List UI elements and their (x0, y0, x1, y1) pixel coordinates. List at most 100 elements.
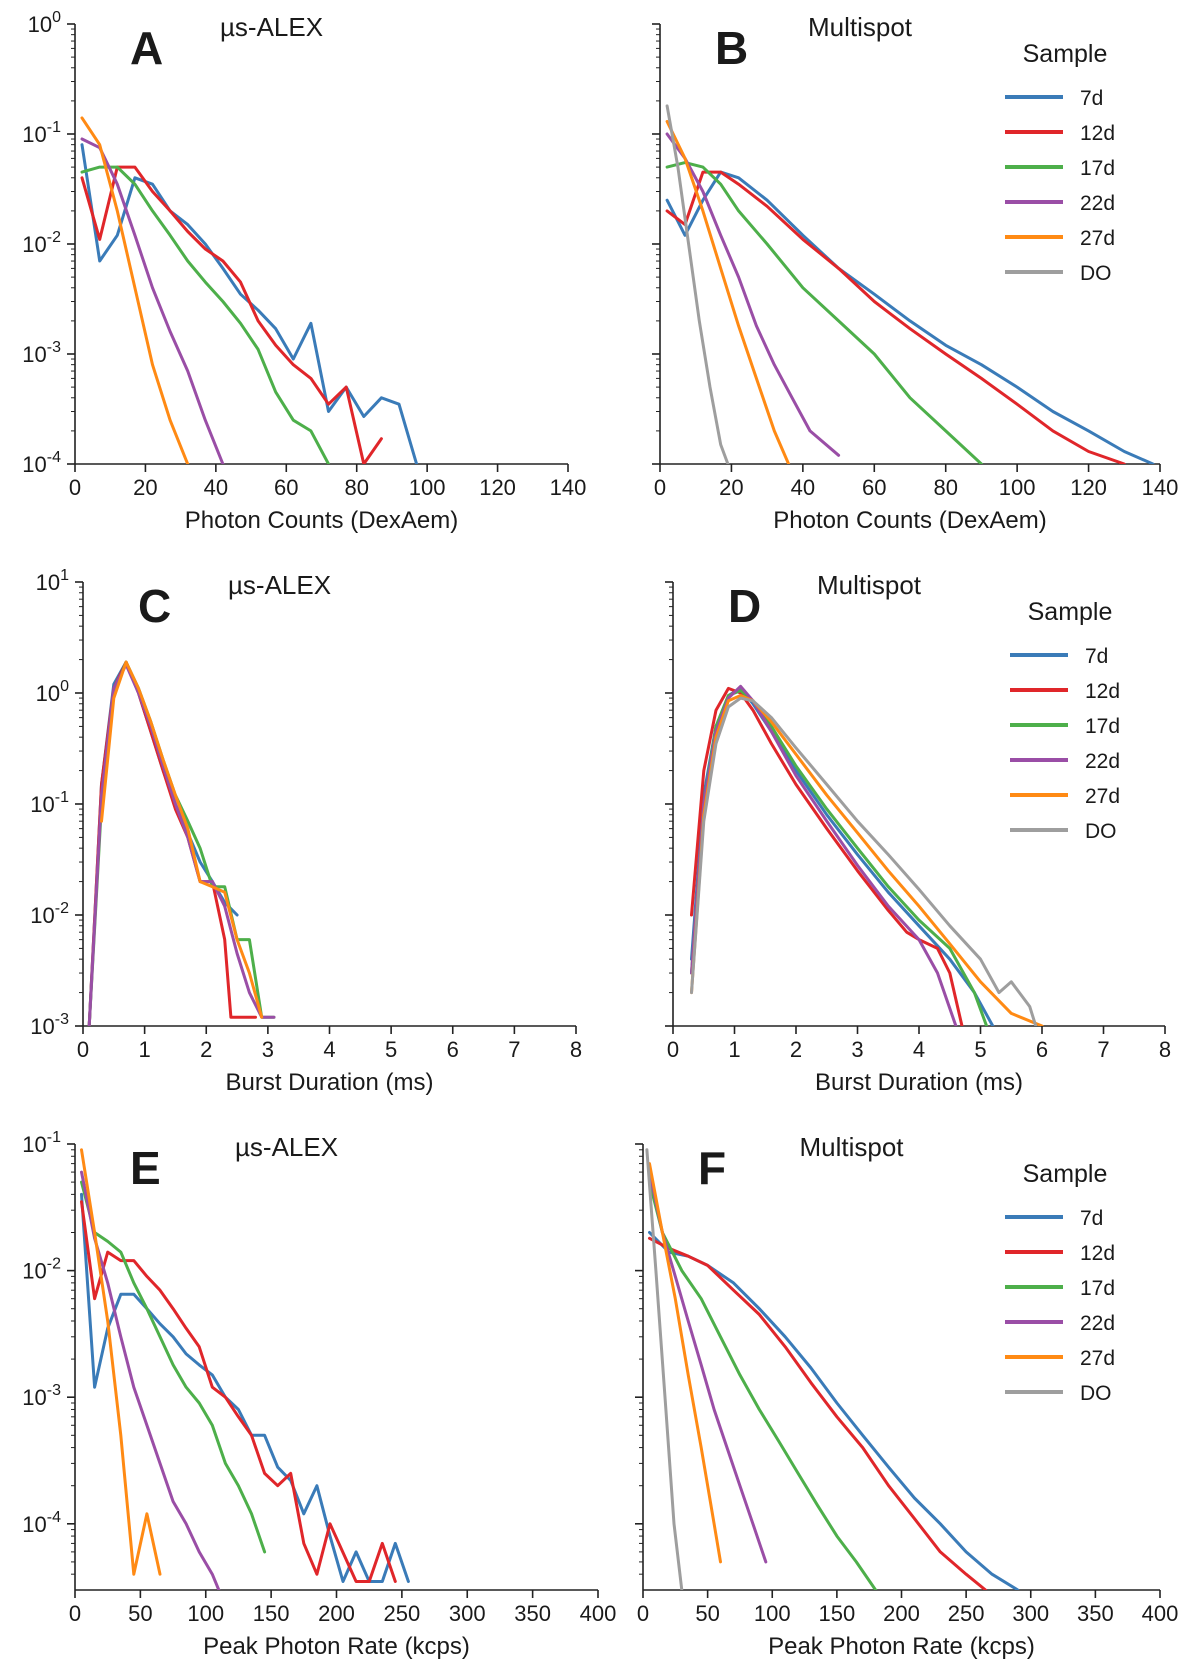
y-tick-label: 10-3 (22, 339, 61, 367)
legend-label: 12d (1080, 1242, 1115, 1265)
y-tick-base: 10 (22, 122, 46, 147)
legend-label: 17d (1080, 157, 1115, 180)
series-line (690, 684, 958, 1026)
x-tick-label: 0 (654, 475, 666, 500)
x-tick-label: 5 (385, 1037, 397, 1062)
panel-f: 0 50 100 150 200 250 300 350 400 Peak Photon Rate… (635, 1132, 1178, 1660)
legend-item: DO (1005, 1382, 1112, 1405)
series-line (80, 165, 330, 464)
series-line (690, 686, 964, 1026)
series-line (665, 120, 791, 464)
y-tick-base: 10 (30, 1014, 54, 1039)
legend-label: DO (1080, 1382, 1112, 1405)
series-line (80, 116, 190, 464)
series-group (80, 1148, 410, 1590)
y-tick-base: 10 (36, 570, 60, 595)
x-tick-label: 80 (344, 475, 368, 500)
y-tick-exponent: -4 (47, 449, 61, 466)
x-tick-label: 200 (318, 1601, 355, 1626)
series-line (690, 689, 989, 1026)
x-tick-label: 250 (948, 1601, 985, 1626)
x-tick-label: 0 (69, 475, 81, 500)
legend-label: 12d (1080, 122, 1115, 145)
legend-label: 17d (1085, 715, 1120, 738)
y-tick-exponent: 1 (60, 567, 69, 584)
x-tick-label: 0 (77, 1037, 89, 1062)
x-tick-label: 120 (479, 475, 516, 500)
x-tick-label: 150 (819, 1601, 856, 1626)
x-tick-label: 3 (851, 1037, 863, 1062)
x-tick-label: 0 (637, 1601, 649, 1626)
legend-title: Sample (1023, 1160, 1108, 1188)
legend-label: 22d (1080, 1312, 1115, 1335)
x-tick-label: 300 (449, 1601, 486, 1626)
y-tick-label: 10-2 (30, 900, 69, 928)
legend-label: 22d (1085, 750, 1120, 773)
legend-label: 27d (1080, 227, 1115, 250)
legend-item: 7d (1005, 1207, 1103, 1230)
y-tick-label: 10-4 (22, 449, 61, 477)
panel-letter: D (728, 580, 761, 632)
x-tick-label: 200 (883, 1601, 920, 1626)
x-tick-label: 40 (204, 475, 228, 500)
y-tick-base: 10 (22, 1132, 46, 1157)
y-tick-exponent: -2 (47, 1256, 61, 1273)
x-axis-label: Peak Photon Rate (kcps) (203, 1633, 470, 1660)
legend-item: 7d (1005, 87, 1103, 110)
x-tick-label: 8 (1159, 1037, 1171, 1062)
y-tick-base: 10 (22, 1385, 46, 1410)
x-tick-label: 8 (570, 1037, 582, 1062)
y-tick-base: 10 (28, 12, 52, 37)
series-group (690, 684, 1044, 1026)
x-tick-label: 2 (200, 1037, 212, 1062)
legend-item: DO (1005, 262, 1112, 285)
x-tick-label: 4 (323, 1037, 335, 1062)
panel-title: Multispot (817, 570, 922, 600)
y-tick-label: 10-1 (30, 789, 69, 817)
y-tick-exponent: -1 (55, 789, 69, 806)
series-line (648, 1170, 768, 1564)
x-tick-label: 100 (754, 1601, 791, 1626)
legend-label: 22d (1080, 192, 1115, 215)
panel-title: Multispot (799, 1132, 904, 1162)
series-line (690, 686, 995, 1026)
legend-title: Sample (1028, 598, 1113, 626)
x-tick-label: 350 (514, 1601, 551, 1626)
series-line (80, 1180, 267, 1554)
series-line (80, 137, 225, 464)
legend-label: DO (1085, 820, 1117, 843)
panel-letter: C (138, 580, 171, 632)
panel-letter: B (715, 22, 748, 74)
x-tick-label: 250 (384, 1601, 421, 1626)
y-tick-label: 100 (36, 678, 69, 706)
y-tick-exponent: -1 (47, 119, 61, 136)
legend-item: 17d (1005, 157, 1115, 180)
y-tick-label: 10-3 (22, 1382, 61, 1410)
legend-item: 12d (1010, 680, 1120, 703)
y-tick-exponent: -3 (47, 339, 61, 356)
series-line (87, 663, 276, 1026)
y-tick-base: 10 (22, 232, 46, 257)
series-line (80, 1148, 162, 1576)
series-line (80, 165, 383, 464)
legend-item: 22d (1005, 1312, 1115, 1335)
x-tick-label: 80 (933, 475, 957, 500)
series-line (80, 1200, 397, 1583)
series-line (665, 170, 1126, 464)
series-line (648, 1236, 987, 1590)
panel-b: 0 20 40 60 80 100 120 140 Photon Counts (DexAem)… (652, 12, 1178, 534)
x-tick-label: 1 (728, 1037, 740, 1062)
y-tick-base: 10 (22, 342, 46, 367)
legend-label: 12d (1085, 680, 1120, 703)
series-line (80, 1170, 221, 1590)
legend-item: 7d (1010, 645, 1108, 668)
y-tick-label: 100 (28, 9, 61, 37)
x-tick-label: 0 (69, 1601, 81, 1626)
series-line (665, 104, 730, 464)
x-tick-label: 20 (133, 475, 157, 500)
legend-title: Sample (1023, 40, 1108, 68)
legend-item: 12d (1005, 1242, 1115, 1265)
x-tick-label: 7 (508, 1037, 520, 1062)
x-tick-label: 140 (1142, 475, 1179, 500)
legend-item: 17d (1010, 715, 1120, 738)
